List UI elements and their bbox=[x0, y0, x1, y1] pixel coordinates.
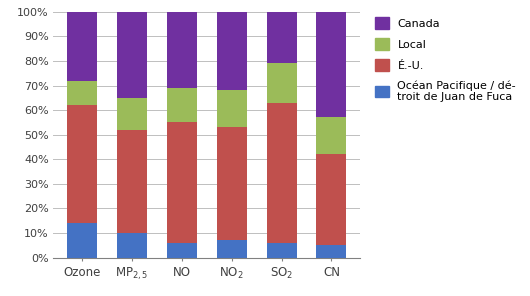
Bar bbox=[67, 12, 97, 81]
Bar bbox=[167, 12, 197, 88]
Bar bbox=[67, 105, 97, 223]
Bar bbox=[117, 12, 147, 98]
Bar bbox=[267, 63, 296, 103]
Bar bbox=[117, 130, 147, 233]
Bar bbox=[67, 81, 97, 105]
Bar bbox=[267, 12, 296, 63]
Bar bbox=[267, 243, 296, 258]
Bar bbox=[117, 98, 147, 130]
Bar bbox=[167, 88, 197, 123]
Bar bbox=[167, 123, 197, 243]
Bar bbox=[67, 223, 97, 258]
Bar bbox=[316, 245, 347, 258]
Bar bbox=[217, 240, 246, 258]
Bar bbox=[217, 12, 246, 91]
Bar bbox=[267, 103, 296, 243]
Bar bbox=[167, 243, 197, 258]
Bar bbox=[316, 12, 347, 118]
Bar bbox=[217, 127, 246, 240]
Bar bbox=[316, 154, 347, 245]
Bar bbox=[117, 233, 147, 258]
Bar bbox=[316, 118, 347, 154]
Legend: Canada, Local, É.-U., Océan Pacifique / dé-
troit de Juan de Fuca: Canada, Local, É.-U., Océan Pacifique / … bbox=[375, 17, 516, 102]
Bar bbox=[217, 91, 246, 127]
